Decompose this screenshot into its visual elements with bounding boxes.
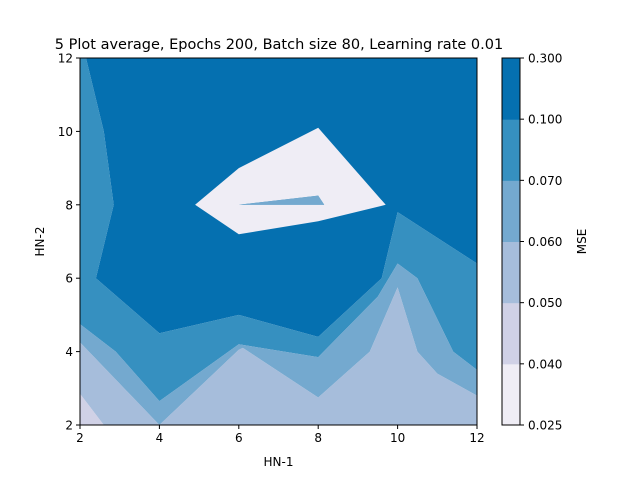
y-tick-label: 8 — [65, 198, 73, 212]
contour-region-level-3 — [80, 263, 477, 425]
y-tick-label: 4 — [65, 345, 73, 359]
contour-region-level-1 — [80, 393, 104, 425]
colorbar-segment — [502, 119, 520, 181]
y-axis-label: HN-2 — [33, 227, 47, 257]
x-tick-label: 2 — [76, 431, 84, 445]
x-tick-label: 4 — [156, 431, 164, 445]
y-tick-label: 10 — [58, 125, 73, 139]
y-tick-label: 12 — [58, 52, 73, 66]
colorbar-tick-label: 0.025 — [528, 419, 562, 433]
chart-title: 5 Plot average, Epochs 200, Batch size 8… — [55, 37, 503, 53]
colorbar-segment — [502, 180, 520, 242]
colorbar-segment — [502, 241, 520, 304]
contour-region-level-5 — [86, 58, 477, 337]
colorbar-tick-label: 0.070 — [528, 174, 562, 188]
colorbar-segment — [502, 363, 520, 426]
y-tick-label: 6 — [65, 272, 73, 286]
colorbar-segment — [502, 302, 520, 365]
colorbar-tick-label: 0.050 — [528, 296, 562, 310]
colorbar-tick-label: 0.040 — [528, 357, 562, 371]
x-tick-label: 6 — [235, 431, 243, 445]
x-axis-label: HN-1 — [264, 455, 294, 469]
colorbar-segment — [502, 58, 520, 120]
x-tick-label: 8 — [314, 431, 322, 445]
y-axis: 2 4 6 8 10 12 — [58, 52, 80, 433]
colorbar-tick-label: 0.300 — [528, 52, 562, 66]
contour-region-level-3 — [238, 195, 325, 205]
colorbar: 0.025 0.040 0.050 0.060 0.070 0.100 0.300 — [501, 52, 562, 433]
x-axis: 2 4 6 8 10 12 — [76, 425, 485, 445]
x-tick-label: 12 — [469, 431, 484, 445]
plot-frame — [79, 57, 478, 426]
contour-region-level-2 — [80, 287, 477, 425]
colorbar-label: MSE — [575, 229, 589, 255]
y-tick-label: 2 — [65, 419, 73, 433]
colorbar-tick-label: 0.100 — [528, 113, 562, 127]
x-tick-label: 10 — [390, 431, 405, 445]
plot-area — [79, 57, 478, 426]
colorbar-tick-label: 0.060 — [528, 235, 562, 249]
contour-region-level-4 — [80, 58, 477, 402]
